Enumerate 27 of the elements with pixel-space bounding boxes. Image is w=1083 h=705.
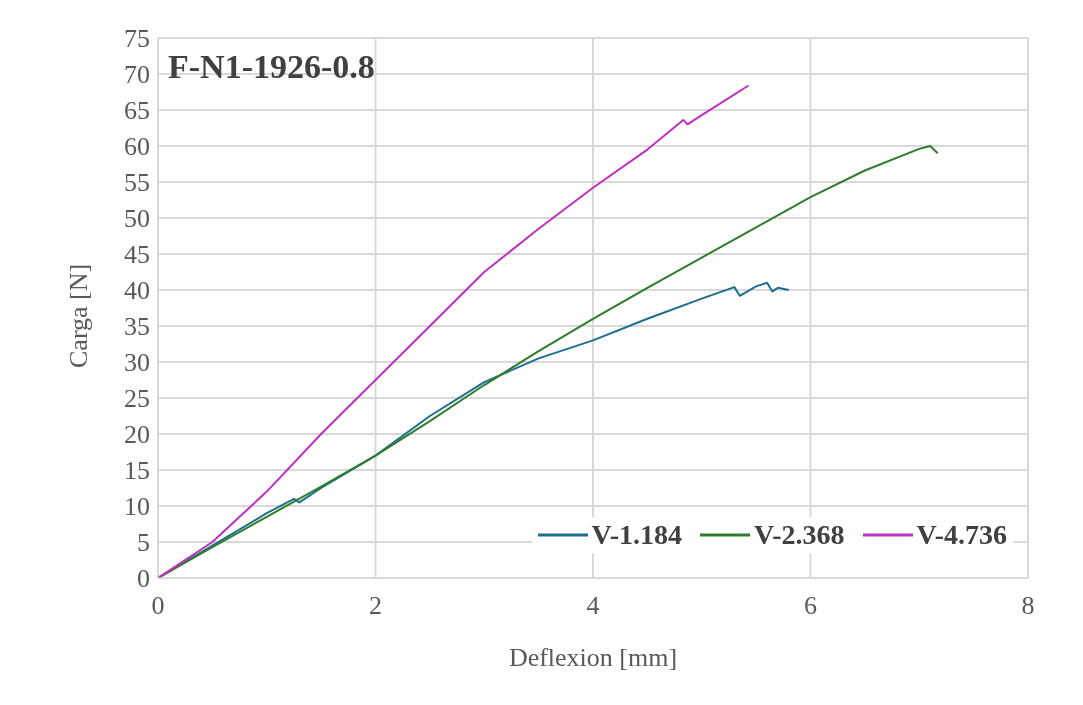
y-tick-label: 25 <box>124 384 150 414</box>
y-tick-label: 65 <box>124 96 150 126</box>
y-tick-label: 10 <box>124 492 150 522</box>
y-tick-label: 15 <box>124 456 150 486</box>
x-tick-label: 4 <box>586 591 600 621</box>
y-tick-label: 55 <box>124 168 150 198</box>
y-tick-label: 35 <box>124 312 150 342</box>
y-tick-label: 5 <box>137 528 150 558</box>
line-series <box>158 84 750 578</box>
x-tick-label: 6 <box>804 591 817 621</box>
y-tick-label: 75 <box>124 24 150 54</box>
legend-label: V-4.736 <box>916 519 1007 551</box>
legend-label: V-2.368 <box>754 519 845 551</box>
y-tick-label: 60 <box>124 132 150 162</box>
y-axis-title: Carga [N] <box>64 263 94 368</box>
legend-label: V-1.184 <box>591 519 683 551</box>
x-tick-label: 8 <box>1021 591 1035 621</box>
x-axis-title: Deflexion [mm] <box>508 643 678 672</box>
y-tick-label: 45 <box>124 240 150 270</box>
y-tick-label: 30 <box>124 348 150 378</box>
chart-title: F-N1-1926-0.8 <box>168 48 375 86</box>
y-tick-label: 70 <box>124 60 150 90</box>
y-tick-label: 0 <box>137 564 150 594</box>
x-tick-label: 2 <box>369 591 382 621</box>
y-tick-label: 40 <box>124 276 150 306</box>
y-tick-label: 20 <box>124 420 150 450</box>
y-tick-label: 50 <box>124 204 150 234</box>
